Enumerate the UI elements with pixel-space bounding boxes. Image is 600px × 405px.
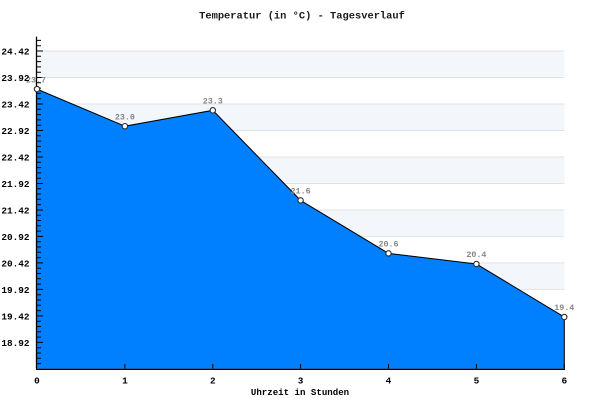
svg-text:19.92: 19.92 — [1, 285, 30, 296]
svg-text:3: 3 — [298, 376, 304, 387]
svg-text:22.92: 22.92 — [1, 126, 30, 137]
svg-text:23.0: 23.0 — [115, 112, 135, 122]
svg-text:4: 4 — [386, 376, 392, 387]
svg-text:21.42: 21.42 — [1, 205, 30, 216]
svg-text:24.42: 24.42 — [1, 46, 30, 57]
svg-text:20.4: 20.4 — [466, 250, 486, 260]
svg-text:20.42: 20.42 — [1, 258, 30, 269]
svg-text:18.92: 18.92 — [1, 338, 30, 349]
svg-text:23.7: 23.7 — [26, 75, 46, 85]
svg-text:Temperatur (in °C) - Tagesverl: Temperatur (in °C) - Tagesverlauf — [199, 11, 405, 23]
svg-text:1: 1 — [122, 376, 128, 387]
svg-text:0: 0 — [34, 376, 40, 387]
svg-text:2: 2 — [210, 376, 216, 387]
svg-text:22.42: 22.42 — [1, 152, 30, 163]
svg-text:21.6: 21.6 — [291, 187, 311, 197]
svg-text:23.42: 23.42 — [1, 99, 30, 110]
svg-text:Uhrzeit in Stunden: Uhrzeit in Stunden — [251, 387, 349, 398]
svg-text:5: 5 — [474, 376, 480, 387]
svg-text:19.42: 19.42 — [1, 311, 30, 322]
svg-text:6: 6 — [561, 376, 567, 387]
svg-text:23.92: 23.92 — [1, 73, 30, 84]
svg-text:20.92: 20.92 — [1, 232, 30, 243]
svg-text:23.3: 23.3 — [203, 97, 223, 107]
svg-text:19.4: 19.4 — [554, 303, 574, 313]
svg-text:20.6: 20.6 — [378, 240, 398, 250]
svg-text:21.92: 21.92 — [1, 179, 30, 190]
